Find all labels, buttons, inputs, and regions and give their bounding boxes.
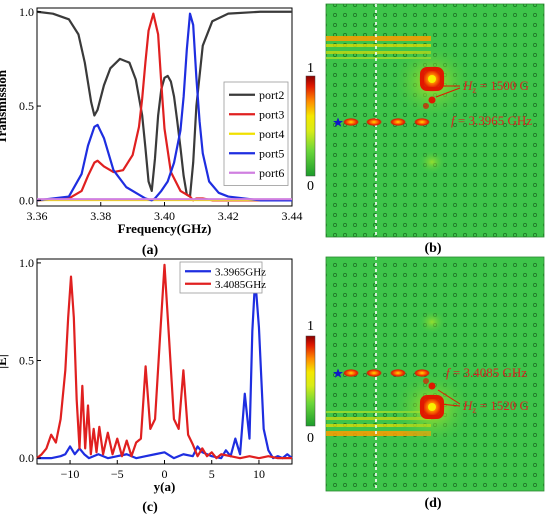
x-tick-label: 0 — [162, 467, 168, 481]
colorbar-gradient — [305, 75, 316, 177]
legend-label: port4 — [259, 127, 284, 141]
legend-label: 3.4085GHz — [215, 279, 266, 291]
legend-label: port3 — [259, 107, 284, 121]
panel-label-b: (b) — [424, 241, 441, 256]
annotation-pointer — [439, 403, 461, 407]
x-tick-label: 3.44 — [282, 209, 303, 223]
y-tick-label: 0.5 — [19, 354, 34, 368]
x-tick-label: 3.36 — [27, 209, 48, 223]
field-map-d: f = 3.4085 GHz Hz = 1520 G — [325, 256, 545, 492]
legend-label: port5 — [259, 146, 284, 160]
colorbar-min-label: 0 — [307, 179, 314, 194]
field-profile-chart: −10 −5 0 5 10 0.0 0.5 1.0 y(a) |E| 3.3965GHz3.4085… — [0, 256, 293, 494]
panel-label-c: (c) — [142, 500, 158, 515]
y-tick-label: 0.0 — [19, 451, 34, 465]
waveguide-band — [326, 51, 431, 54]
series-line-chart-c-1 — [36, 263, 292, 460]
colorbar-b: 1 0 — [305, 61, 316, 194]
colorbar-max-label: 1 — [307, 319, 314, 334]
frequency-annotation-d: f = 3.4085 GHz — [446, 365, 527, 380]
waveguide-band — [326, 417, 431, 420]
frequency-annotation-b: f = 3.3965 GHz — [451, 113, 532, 128]
colorbar-d: 1 0 — [305, 319, 316, 446]
waveguide-band — [326, 36, 431, 41]
waveguide-band — [326, 424, 431, 427]
legend: port2 port3 port4 port5 port6 — [223, 81, 289, 186]
x-tick-label: 3.40 — [154, 209, 175, 223]
colorbar-max-label: 1 — [307, 61, 314, 76]
y-tick-label: 1.0 — [19, 5, 34, 19]
x-tick-label: 3.38 — [90, 209, 111, 223]
y-tick-label: 0.5 — [19, 99, 34, 113]
mode-row — [343, 118, 430, 126]
series-line-chart-a-3 — [36, 12, 292, 202]
y-axis-label: Transmission — [0, 69, 9, 144]
resonator-ring — [420, 395, 444, 419]
y-tick-label: 1.0 — [19, 256, 34, 270]
legend-label: 3.3965GHz — [215, 266, 266, 278]
x-axis-label: Frequency(GHz) — [118, 221, 212, 236]
lattice-pattern — [326, 4, 544, 237]
x-tick-label: −5 — [111, 467, 124, 481]
y-axis-label: |E| — [0, 354, 9, 368]
colorbar-gradient — [305, 335, 316, 427]
y-tick-label: 0.0 — [19, 193, 34, 207]
transmission-chart: 3.36 3.38 3.40 3.42 3.44 0.0 0.5 1.0 Frequency(G… — [0, 5, 303, 236]
waveguide-band — [326, 411, 431, 413]
waveguide-band — [326, 57, 431, 59]
x-tick-label: 5 — [209, 467, 215, 481]
field-annotation-b: Hz = 1500 G — [462, 78, 529, 95]
x-axis-label: y(a) — [154, 479, 176, 494]
panel-label-d: (d) — [424, 496, 441, 511]
x-tick-label: −10 — [61, 467, 80, 481]
waveguide-band — [326, 44, 431, 47]
legend-label: port2 — [259, 88, 284, 102]
colorbar-min-label: 0 — [307, 431, 314, 446]
source-star-icon — [333, 117, 343, 127]
series-line-chart-a-0 — [36, 10, 292, 198]
x-tick-label: 3.42 — [218, 209, 239, 223]
field-annotation-d: Hz = 1520 G — [462, 398, 529, 415]
x-tick-label: 10 — [253, 467, 265, 481]
field-map-b: Hz = 1500 G f = 3.3965 GHz — [325, 3, 545, 238]
panel-label-a: (a) — [142, 243, 159, 258]
legend-label: port6 — [259, 166, 284, 180]
waveguide-band — [326, 431, 431, 436]
source-star-icon — [333, 368, 343, 378]
resonator-ring — [420, 67, 444, 91]
mode-row — [343, 369, 430, 377]
